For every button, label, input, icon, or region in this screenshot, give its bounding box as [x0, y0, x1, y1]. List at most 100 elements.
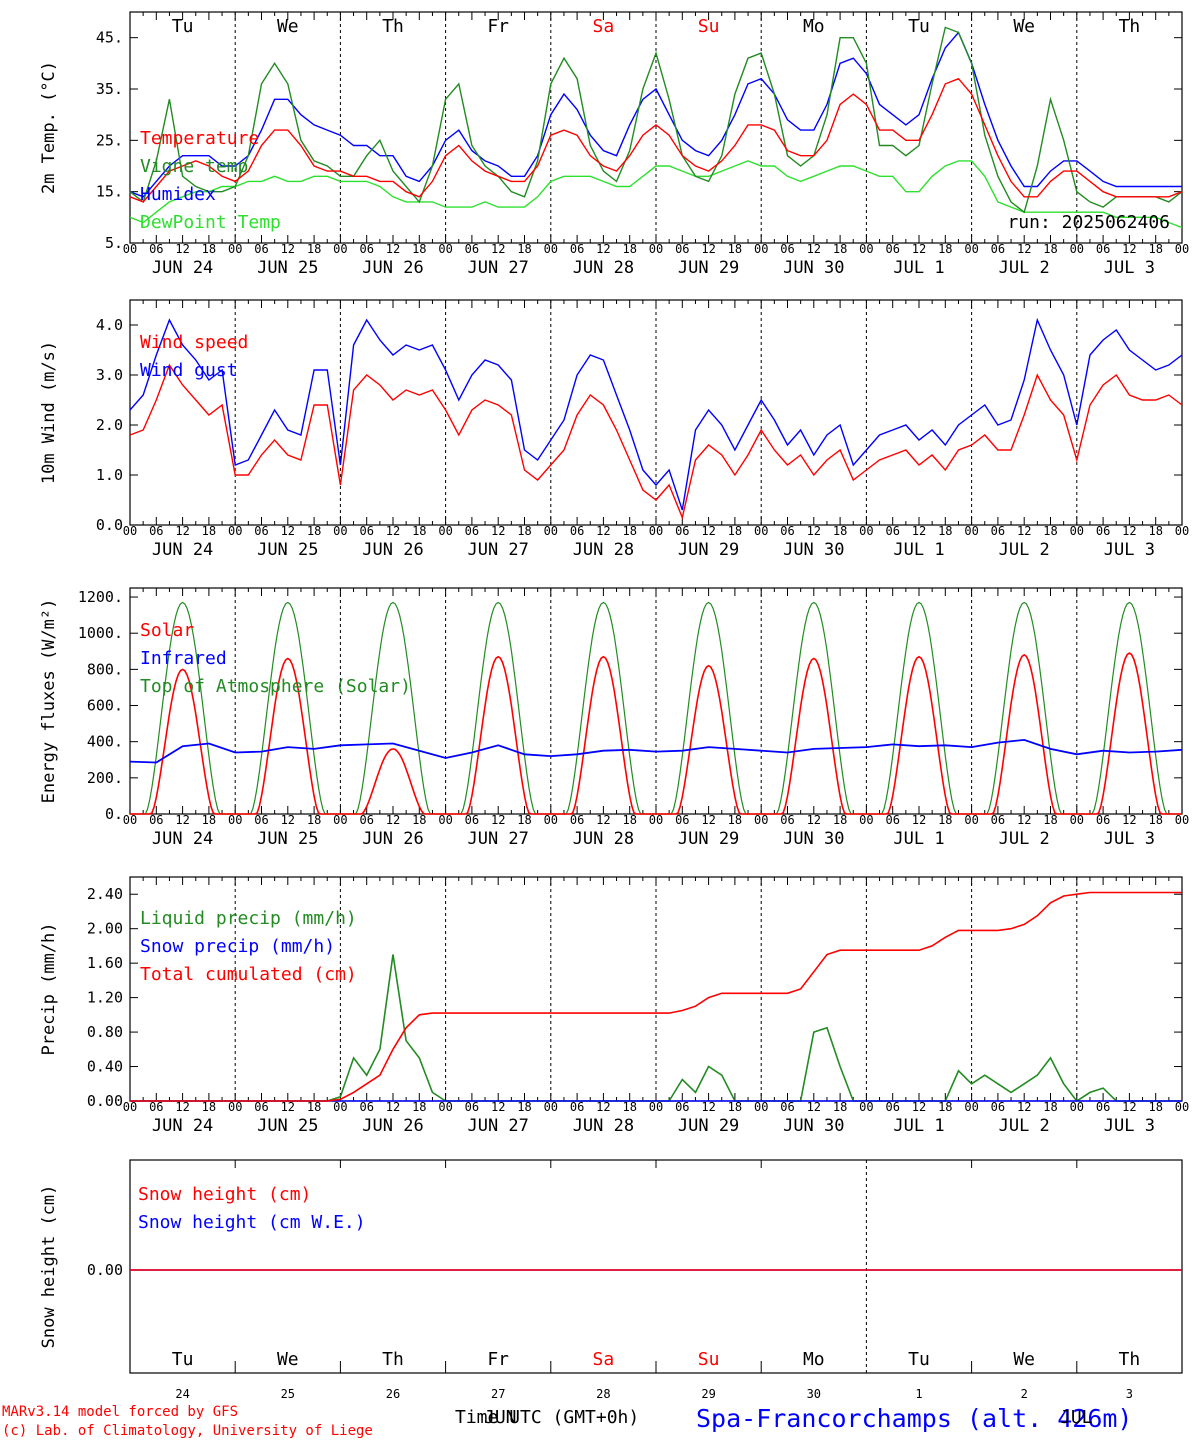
weekday-label: Su [698, 16, 720, 37]
hour-tick-label: 18 [833, 524, 847, 538]
hour-tick-label: 06 [359, 813, 373, 827]
weekday-label: Mo [803, 16, 825, 37]
hour-tick-label: 18 [1148, 242, 1162, 256]
hour-tick-label: 06 [1096, 813, 1110, 827]
hour-tick-label: 00 [228, 1100, 242, 1114]
date-label: JUN 30 [783, 1116, 844, 1136]
hour-tick-label: 00 [228, 242, 242, 256]
y-tick-label: 1.0 [96, 466, 123, 484]
weekday-label: Tu [908, 16, 930, 37]
hour-tick-label: 18 [938, 242, 952, 256]
weekday-label: We [1013, 16, 1035, 37]
day-number-label: 24 [175, 1387, 189, 1401]
hour-tick-label: 12 [596, 813, 610, 827]
hour-tick-label: 12 [912, 524, 926, 538]
hour-tick-label: 12 [1017, 813, 1031, 827]
hour-tick-label: 06 [254, 1100, 268, 1114]
snow-panel: 0.00 Snow height (cm) Snow height (cm) Snow… [39, 1159, 1183, 1401]
hour-tick-label: 06 [570, 1100, 584, 1114]
legend-entry: Snow height (cm) [138, 1184, 311, 1205]
legend-entry: Wind speed [140, 332, 248, 353]
hour-tick-label: 18 [412, 242, 426, 256]
hour-tick-label: 12 [386, 524, 400, 538]
hour-tick-label: 12 [1017, 1100, 1031, 1114]
hour-tick-label: 12 [912, 1100, 926, 1114]
date-label: JUL 1 [893, 540, 944, 560]
date-label: JUN 26 [362, 1116, 423, 1136]
hour-tick-label: 18 [728, 242, 742, 256]
hour-tick-label: 00 [333, 524, 347, 538]
legend-entry: Snow precip (mm/h) [140, 936, 335, 957]
hour-tick-label: 12 [175, 524, 189, 538]
hour-tick-label: 18 [517, 524, 531, 538]
date-label: JUN 27 [467, 540, 528, 560]
date-label: JUN 27 [467, 258, 528, 278]
run-label: run: 2025062406 [1007, 212, 1170, 233]
hour-tick-label: 00 [1175, 1100, 1189, 1114]
hour-tick-label: 06 [675, 1100, 689, 1114]
day-number-label: 25 [281, 1387, 295, 1401]
hour-tick-label: 18 [938, 524, 952, 538]
date-label: JUN 25 [257, 540, 318, 560]
y-tick-label: 2.40 [87, 885, 123, 903]
hour-tick-label: 18 [1043, 1100, 1057, 1114]
hour-tick-label: 12 [175, 242, 189, 256]
legend-entry: Humidex [140, 184, 216, 205]
hour-tick-label: 06 [991, 242, 1005, 256]
date-label: JUN 30 [783, 258, 844, 278]
weekday-label: Tu [172, 1349, 194, 1370]
date-label: JUN 27 [467, 829, 528, 849]
hour-tick-label: 18 [833, 242, 847, 256]
hour-tick-label: 18 [622, 813, 636, 827]
hour-tick-label: 18 [412, 524, 426, 538]
hour-tick-label: 06 [780, 1100, 794, 1114]
y-tick-label: 600. [87, 697, 123, 715]
legend-entry: DewPoint Temp [140, 212, 281, 233]
hour-tick-label: 18 [938, 813, 952, 827]
hour-tick-label: 00 [859, 524, 873, 538]
hour-tick-label: 18 [517, 813, 531, 827]
series-line [130, 891, 1182, 1102]
hour-tick-label: 00 [333, 1100, 347, 1114]
series-line [129, 738, 1183, 764]
y-axis-label: Snow height (cm) [39, 1185, 59, 1349]
hour-tick-label: 12 [701, 242, 715, 256]
hour-tick-label: 12 [491, 524, 505, 538]
hour-tick-label: 12 [491, 813, 505, 827]
hour-tick-label: 00 [1070, 524, 1084, 538]
date-label: JUL 3 [1104, 1116, 1155, 1136]
hour-tick-label: 18 [728, 813, 742, 827]
lab-credit: (c) Lab. of Climatology, University of L… [2, 1423, 373, 1439]
weekday-label: Mo [803, 1349, 825, 1370]
month-overlay-jul: JUL [1060, 1407, 1093, 1428]
weekday-label: Su [698, 1349, 720, 1370]
hour-tick-label: 06 [254, 242, 268, 256]
hour-tick-label: 00 [964, 524, 978, 538]
hour-tick-label: 12 [386, 242, 400, 256]
hour-tick-label: 06 [675, 524, 689, 538]
hour-tick-label: 18 [412, 1100, 426, 1114]
hour-tick-label: 12 [1017, 524, 1031, 538]
hour-tick-label: 18 [1043, 524, 1057, 538]
hour-tick-label: 06 [149, 524, 163, 538]
day-number-label: 29 [701, 1387, 715, 1401]
hour-tick-label: 00 [438, 242, 452, 256]
weekday-label: Sa [593, 1349, 615, 1370]
hour-tick-label: 12 [281, 242, 295, 256]
series-line [129, 77, 1183, 203]
hour-tick-label: 06 [675, 242, 689, 256]
y-tick-label: 1000. [78, 624, 123, 642]
date-label: JUN 28 [573, 258, 634, 278]
day-number-label: 2 [1021, 1387, 1028, 1401]
hour-tick-label: 12 [807, 524, 821, 538]
month-overlay-jun: JUN [484, 1407, 517, 1428]
hour-tick-label: 00 [438, 813, 452, 827]
hour-tick-label: 12 [1122, 242, 1136, 256]
weekday-label: Th [1119, 1349, 1141, 1370]
hour-tick-label: 06 [991, 813, 1005, 827]
hour-tick-label: 18 [622, 1100, 636, 1114]
series-line [130, 652, 1182, 815]
hour-tick-label: 06 [149, 242, 163, 256]
y-tick-label: 25. [96, 131, 123, 149]
